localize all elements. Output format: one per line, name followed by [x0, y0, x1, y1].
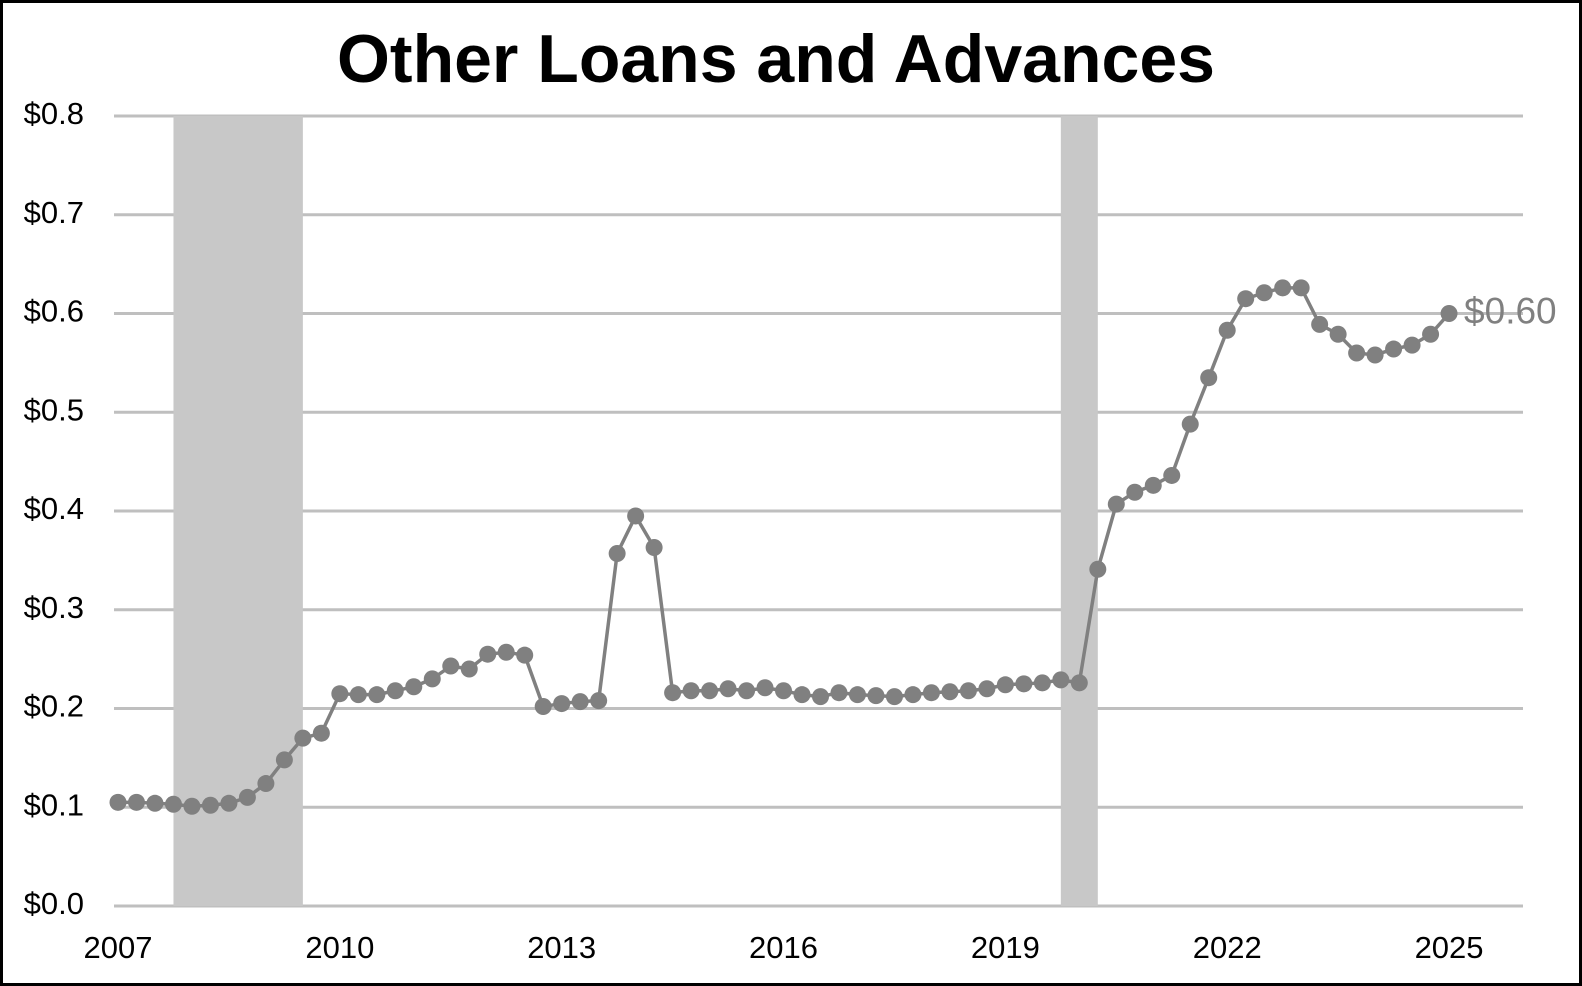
- data-point: [238, 788, 256, 806]
- data-point: [1255, 284, 1273, 302]
- x-tick-label: 2025: [1415, 930, 1484, 965]
- data-point: [738, 682, 756, 700]
- data-point: [756, 679, 774, 697]
- y-tick-label: $0.0: [24, 886, 84, 921]
- recession-shade: [1060, 116, 1098, 906]
- data-point: [368, 686, 386, 704]
- data-point: [1274, 279, 1292, 297]
- data-point: [775, 682, 793, 700]
- data-point: [1403, 336, 1421, 354]
- y-tick-label: $0.3: [24, 590, 84, 625]
- data-point: [331, 685, 349, 703]
- data-point: [571, 693, 589, 711]
- y-tick-label: $0.2: [24, 689, 84, 724]
- data-point: [830, 684, 848, 702]
- data-point: [146, 794, 164, 812]
- data-point: [941, 683, 959, 701]
- data-point: [1181, 415, 1199, 433]
- data-point: [867, 687, 885, 705]
- data-point: [885, 688, 903, 706]
- data-point: [386, 682, 404, 700]
- data-point: [1052, 671, 1070, 689]
- chart-title: Other Loans and Advances: [337, 21, 1215, 97]
- data-point: [1218, 321, 1236, 339]
- data-point: [1163, 466, 1181, 484]
- y-tick-label: $0.4: [24, 491, 84, 526]
- data-point: [1311, 315, 1329, 333]
- data-point: [109, 793, 127, 811]
- data-point: [793, 686, 811, 704]
- data-point: [1440, 305, 1458, 322]
- data-point: [1089, 560, 1107, 578]
- data-point: [164, 795, 182, 813]
- data-point: [1329, 325, 1347, 343]
- data-point: [534, 698, 552, 716]
- data-point: [220, 794, 238, 812]
- data-point: [183, 797, 201, 815]
- data-point: [1015, 675, 1033, 693]
- data-point: [312, 724, 330, 742]
- value-label: $0.60: [1464, 290, 1557, 331]
- data-point: [608, 544, 626, 562]
- data-point: [1200, 369, 1218, 387]
- data-point: [1348, 344, 1366, 362]
- data-point: [442, 657, 460, 675]
- data-point: [275, 751, 293, 769]
- data-point: [1126, 483, 1144, 501]
- y-tick-label: $0.1: [24, 787, 84, 822]
- data-point: [1237, 290, 1255, 308]
- x-tick-label: 2007: [84, 930, 153, 965]
- x-tick-label: 2019: [971, 930, 1040, 965]
- x-tick-label: 2013: [527, 930, 596, 965]
- data-point: [1144, 476, 1162, 494]
- data-point: [1422, 325, 1440, 343]
- data-point: [479, 645, 497, 663]
- data-point: [1070, 674, 1088, 692]
- x-tick-label: 2016: [749, 930, 818, 965]
- data-point: [1385, 340, 1403, 358]
- data-point: [1033, 674, 1051, 692]
- data-point: [627, 507, 645, 525]
- data-point: [645, 539, 663, 557]
- data-point: [405, 678, 423, 696]
- data-point: [701, 682, 719, 700]
- data-point: [978, 680, 996, 698]
- y-tick-label: $0.6: [24, 294, 84, 329]
- data-point: [294, 729, 312, 747]
- data-point: [127, 793, 145, 811]
- y-tick-label: $0.5: [24, 392, 84, 427]
- data-point: [257, 775, 275, 793]
- data-point: [682, 682, 700, 700]
- data-point: [460, 660, 478, 678]
- data-point: [516, 646, 534, 664]
- data-point: [1107, 495, 1125, 513]
- y-tick-label: $0.7: [24, 195, 84, 230]
- data-point: [904, 686, 922, 704]
- data-point: [497, 643, 515, 661]
- data-point: [423, 670, 441, 688]
- data-point: [590, 692, 608, 710]
- x-tick-label: 2010: [305, 930, 374, 965]
- data-point: [812, 688, 829, 706]
- data-point: [1292, 279, 1310, 297]
- data-point: [959, 682, 977, 700]
- data-point: [848, 686, 866, 704]
- x-tick-label: 2022: [1193, 930, 1262, 965]
- data-point: [719, 680, 737, 698]
- data-point: [996, 676, 1014, 694]
- y-tick-label: $0.8: [24, 96, 84, 131]
- data-point: [1366, 346, 1384, 364]
- data-point: [922, 684, 940, 702]
- data-point: [201, 796, 219, 814]
- data-point: [664, 684, 682, 702]
- recession-shade: [173, 116, 303, 906]
- data-point: [553, 695, 571, 713]
- data-point: [349, 686, 367, 704]
